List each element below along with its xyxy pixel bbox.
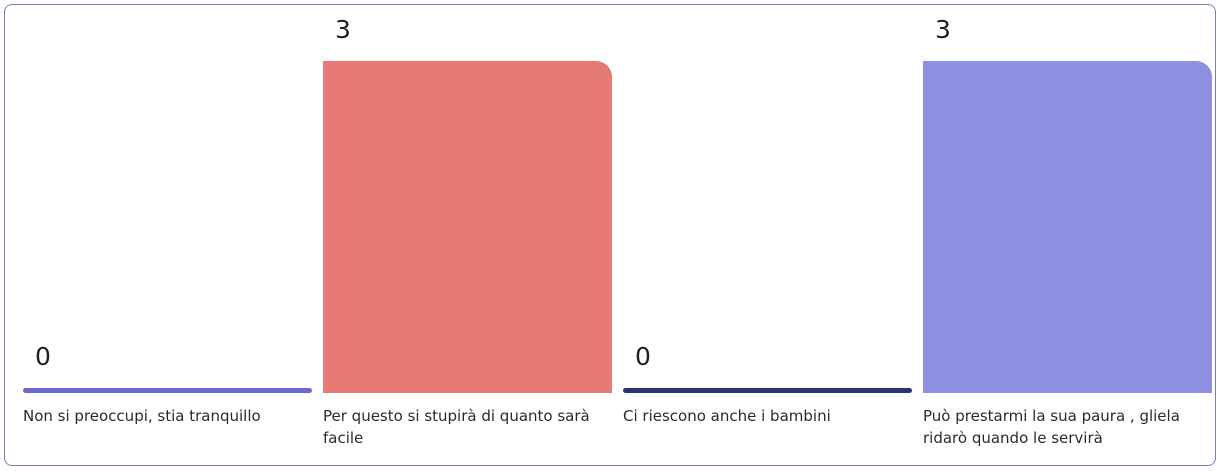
bar-value-label: 3	[935, 15, 951, 44]
category-label: Non si preoccupi, stia tranquillo	[23, 407, 261, 425]
bar-4	[923, 61, 1212, 393]
bar-1	[23, 388, 312, 393]
bar-3	[623, 388, 912, 393]
bar-value-label: 0	[35, 342, 51, 371]
category-label: Può prestarmi la sua paura , gliela rida…	[923, 407, 1180, 447]
bar-2	[323, 61, 612, 393]
category-label: Ci riescono anche i bambini	[623, 407, 831, 425]
bar-value-label: 0	[635, 342, 651, 371]
bar-value-label: 3	[335, 15, 351, 44]
chart-frame: 0 Non si preoccupi, stia tranquillo 3 Per q…	[4, 4, 1216, 466]
category-label: Per questo si stupirà di quanto sarà fac…	[323, 407, 590, 447]
bar-chart: 0 Non si preoccupi, stia tranquillo 3 Per q…	[5, 5, 1215, 465]
